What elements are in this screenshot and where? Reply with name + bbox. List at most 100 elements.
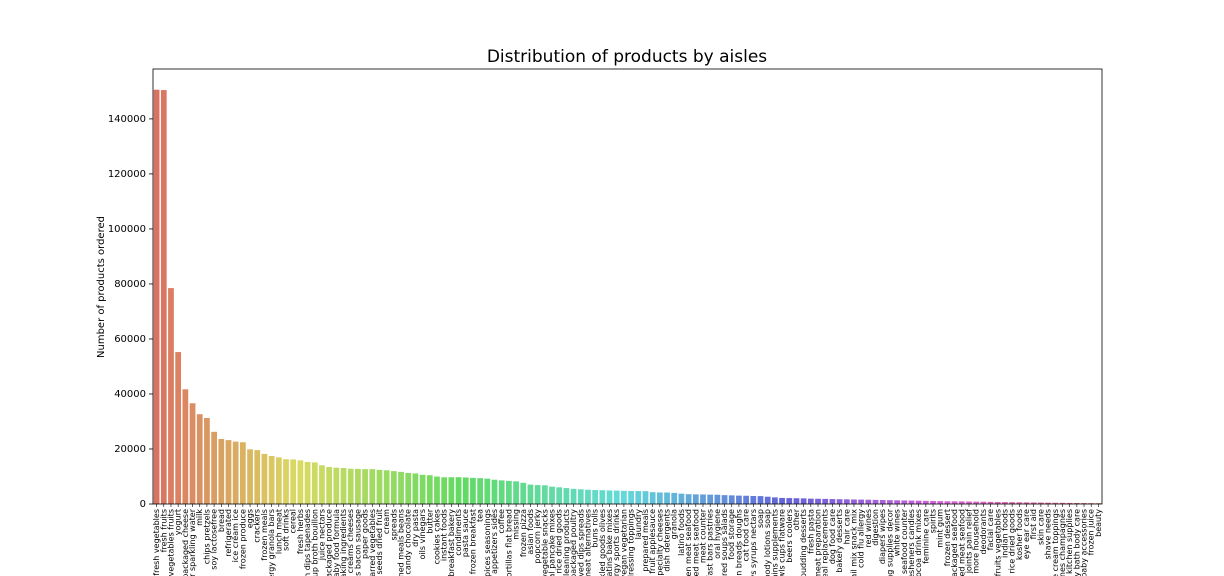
x-tick-label: spices seasonings xyxy=(483,509,492,576)
bar xyxy=(922,500,929,504)
bar xyxy=(656,492,663,504)
bar xyxy=(527,484,534,504)
x-tick-label: packaged meat seafood xyxy=(691,509,700,576)
bar xyxy=(189,403,196,504)
bar xyxy=(721,495,728,504)
x-tick-label: first aid xyxy=(1029,509,1038,539)
x-tick-label: food storage xyxy=(727,509,736,560)
x-tick-label: eggs xyxy=(246,509,255,528)
x-tick-label: salad dressing toppings xyxy=(627,509,636,576)
x-tick-label: fresh vegetables xyxy=(152,509,161,576)
x-tick-label: frozen meat seafood xyxy=(684,509,693,576)
bar xyxy=(865,499,872,504)
x-tick-label: hot dogs bacon sausage xyxy=(353,509,362,576)
y-tick-label: 140000 xyxy=(108,114,146,125)
bar xyxy=(405,473,412,504)
bar xyxy=(426,475,433,504)
x-tick-label: tea xyxy=(476,509,485,522)
x-tick-label: spirits xyxy=(929,509,938,533)
bar xyxy=(505,480,512,504)
bar xyxy=(340,467,347,504)
bar xyxy=(441,477,448,504)
bar xyxy=(549,486,555,504)
bar xyxy=(355,468,361,504)
bar xyxy=(613,490,620,504)
x-tick-label: asian foods xyxy=(526,509,535,555)
bar xyxy=(570,488,577,504)
x-tick-label: candy chocolate xyxy=(404,509,413,575)
y-tick-label: 80000 xyxy=(114,279,146,290)
bar xyxy=(678,493,685,504)
x-tick-label: instant foods xyxy=(440,509,449,561)
x-tick-label: granola xyxy=(670,509,679,539)
x-tick-label: mint gum xyxy=(936,509,945,548)
bar xyxy=(793,498,800,504)
bar xyxy=(958,501,965,504)
bar xyxy=(1045,502,1051,504)
x-tick-label: dish detergents xyxy=(663,509,672,572)
bar xyxy=(599,490,606,504)
x-tick-label: dry pasta xyxy=(411,509,420,547)
x-tick-label: baby accessories xyxy=(1080,509,1089,576)
x-tick-label: coffee xyxy=(497,509,506,534)
x-tick-label: pickled goods olives xyxy=(598,509,607,576)
x-tick-label: packaged cheese xyxy=(181,509,190,576)
x-tick-label: facial care xyxy=(986,509,995,550)
x-tick-label: bakery desserts xyxy=(835,509,844,573)
bar xyxy=(1059,502,1066,504)
bar xyxy=(211,431,217,504)
x-tick-label: frozen appetizers sides xyxy=(490,509,499,576)
bar xyxy=(534,485,541,504)
y-tick-label: 40000 xyxy=(114,389,146,400)
bar xyxy=(951,501,958,504)
bar xyxy=(398,471,404,504)
bar xyxy=(470,477,476,504)
x-tick-label: frozen dessert xyxy=(943,509,952,566)
x-tick-label: frozen meals xyxy=(260,509,269,561)
bar xyxy=(541,485,548,504)
bar xyxy=(980,501,987,504)
bar xyxy=(484,478,491,504)
bar xyxy=(858,499,865,504)
x-tick-label: hair care xyxy=(842,509,851,544)
bar xyxy=(311,462,318,504)
bar xyxy=(297,460,304,504)
x-tick-label: frozen pizza xyxy=(519,509,528,557)
x-tick-label: soft drinks xyxy=(282,509,291,551)
x-tick-label: fresh pasta xyxy=(806,509,815,554)
x-tick-label: honeys syrups nectars xyxy=(749,509,758,576)
bar xyxy=(700,494,706,504)
bar xyxy=(707,494,714,504)
x-tick-label: fresh dips tapenades xyxy=(303,509,312,576)
bar xyxy=(872,499,879,504)
bar xyxy=(347,468,354,504)
x-tick-label: canned meals beans xyxy=(397,509,406,576)
x-tick-label: oils vinegars xyxy=(418,509,427,559)
bar xyxy=(894,500,900,504)
bar xyxy=(168,288,174,504)
x-tick-label: air fresheners candles xyxy=(907,509,916,576)
bar xyxy=(750,495,757,504)
bar xyxy=(369,469,376,504)
bar xyxy=(196,414,203,504)
x-tick-label: specialty wines champagnes xyxy=(1058,509,1067,576)
bar xyxy=(434,476,440,504)
bar xyxy=(520,482,527,504)
x-tick-label: frozen produce xyxy=(238,509,247,569)
x-tick-label: indian foods xyxy=(1000,509,1009,558)
bar xyxy=(800,498,807,504)
x-tick-label: packaged seafood xyxy=(950,509,959,576)
bar xyxy=(1038,502,1044,504)
bar xyxy=(915,500,922,504)
x-tick-label: fresh fruits xyxy=(159,509,168,552)
x-tick-label: cereal xyxy=(289,509,298,533)
bar xyxy=(491,479,498,504)
bar xyxy=(577,489,584,504)
x-tick-label: baking ingredients xyxy=(339,509,348,576)
bar xyxy=(239,442,246,504)
bar xyxy=(944,501,951,504)
x-tick-label: yogurt xyxy=(174,509,183,535)
x-tick-label: baby food formula xyxy=(332,509,341,576)
bar xyxy=(261,453,268,504)
x-tick-label: butter xyxy=(425,508,434,533)
